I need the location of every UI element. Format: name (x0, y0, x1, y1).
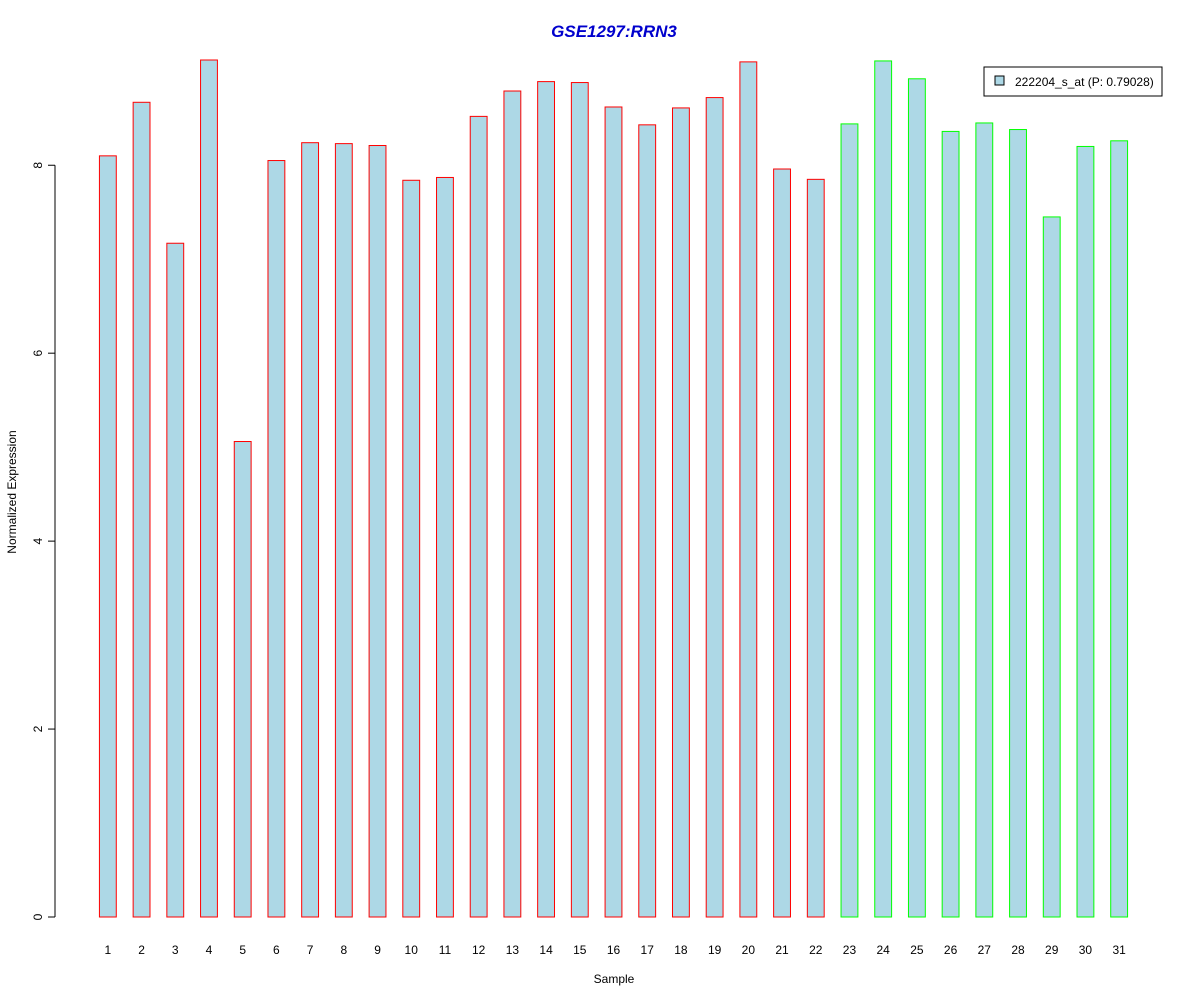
x-tick-label: 4 (206, 943, 213, 957)
bar-sample-10 (402, 179, 421, 918)
bar-sample-16 (604, 106, 623, 918)
bar-sample-13 (503, 90, 522, 918)
y-axis-label: Normalized Expression (5, 430, 19, 553)
bar-sample-12 (469, 115, 488, 918)
x-tick-label: 24 (876, 943, 890, 957)
x-tick-label: 30 (1079, 943, 1093, 957)
bar-sample-14 (537, 81, 556, 918)
x-tick-label: 19 (708, 943, 722, 957)
x-tick-label: 1 (105, 943, 112, 957)
x-tick-label: 2 (138, 943, 145, 957)
x-tick-label: 20 (742, 943, 756, 957)
bar-sample-4 (200, 59, 218, 918)
bar-sample-23 (840, 123, 859, 918)
bar-sample-6 (267, 160, 286, 918)
x-tick-label: 13 (506, 943, 520, 957)
bar-sample-15 (570, 82, 589, 918)
y-axis: 0 2 4 6 8 (31, 162, 56, 920)
x-tick-label: 27 (978, 943, 992, 957)
bar-sample-18 (671, 107, 690, 918)
y-tick-label: 8 (31, 162, 45, 169)
bar-sample-20 (739, 61, 758, 918)
bar-sample-31 (1110, 140, 1129, 918)
x-tick-label: 15 (573, 943, 587, 957)
bar-sample-9 (368, 145, 387, 918)
bar-sample-26 (941, 130, 960, 918)
bar-sample-21 (773, 168, 791, 918)
x-tick-label: 17 (641, 943, 655, 957)
bar-sample-30 (1076, 145, 1095, 918)
bar-sample-1 (98, 155, 117, 918)
x-tick-label: 28 (1011, 943, 1025, 957)
bar-sample-22 (806, 178, 825, 918)
x-tick-label: 25 (910, 943, 924, 957)
bar-sample-27 (975, 122, 994, 918)
bar-sample-17 (638, 124, 657, 918)
x-axis-label: Sample (594, 972, 635, 986)
x-tick-label: 9 (374, 943, 381, 957)
x-tick-label: 18 (674, 943, 688, 957)
x-tick-label: 7 (307, 943, 314, 957)
x-tick-label: 11 (439, 943, 452, 957)
bar-sample-5 (233, 441, 252, 918)
bar-sample-8 (334, 143, 353, 918)
x-tick-label: 10 (405, 943, 419, 957)
legend-swatch (994, 75, 1005, 86)
bar-sample-28 (1009, 129, 1027, 918)
y-tick-label: 2 (31, 725, 45, 732)
x-tick-label: 3 (172, 943, 179, 957)
x-tick-label: 29 (1045, 943, 1059, 957)
legend-box (983, 66, 1163, 97)
bar-sample-29 (1042, 216, 1061, 918)
legend: 222204_s_at (P: 0.79028) (983, 66, 1163, 97)
bar-sample-25 (907, 78, 926, 918)
bar-sample-19 (705, 97, 724, 918)
bar-sample-11 (436, 176, 454, 918)
legend-label: 222204_s_at (P: 0.79028) (1015, 75, 1154, 89)
x-tick-label: 31 (1112, 943, 1126, 957)
x-tick-label: 23 (843, 943, 857, 957)
bar-sample-2 (132, 101, 151, 918)
x-tick-label: 12 (472, 943, 486, 957)
x-tick-label: 5 (239, 943, 246, 957)
bar-sample-24 (874, 60, 893, 918)
x-tick-label: 21 (775, 943, 789, 957)
bars (98, 59, 1129, 918)
x-tick-label: 22 (809, 943, 823, 957)
y-tick-label: 0 (31, 913, 45, 920)
x-tick-label: 6 (273, 943, 280, 957)
bar-sample-3 (166, 242, 185, 918)
y-tick-label: 4 (31, 537, 45, 544)
x-tick-label: 16 (607, 943, 621, 957)
bar-sample-7 (301, 142, 320, 918)
x-tick-label: 8 (340, 943, 347, 957)
x-tick-labels: 1 2 3 4 5 6 7 8 9 10 11 12 13 14 15 16 17 18 19 20 21 22 23 24 2… (105, 943, 1127, 957)
y-tick-label: 6 (31, 350, 45, 357)
x-tick-label: 26 (944, 943, 958, 957)
chart-title: GSE1297:RRN3 (551, 22, 677, 41)
x-tick-label: 14 (539, 943, 553, 957)
